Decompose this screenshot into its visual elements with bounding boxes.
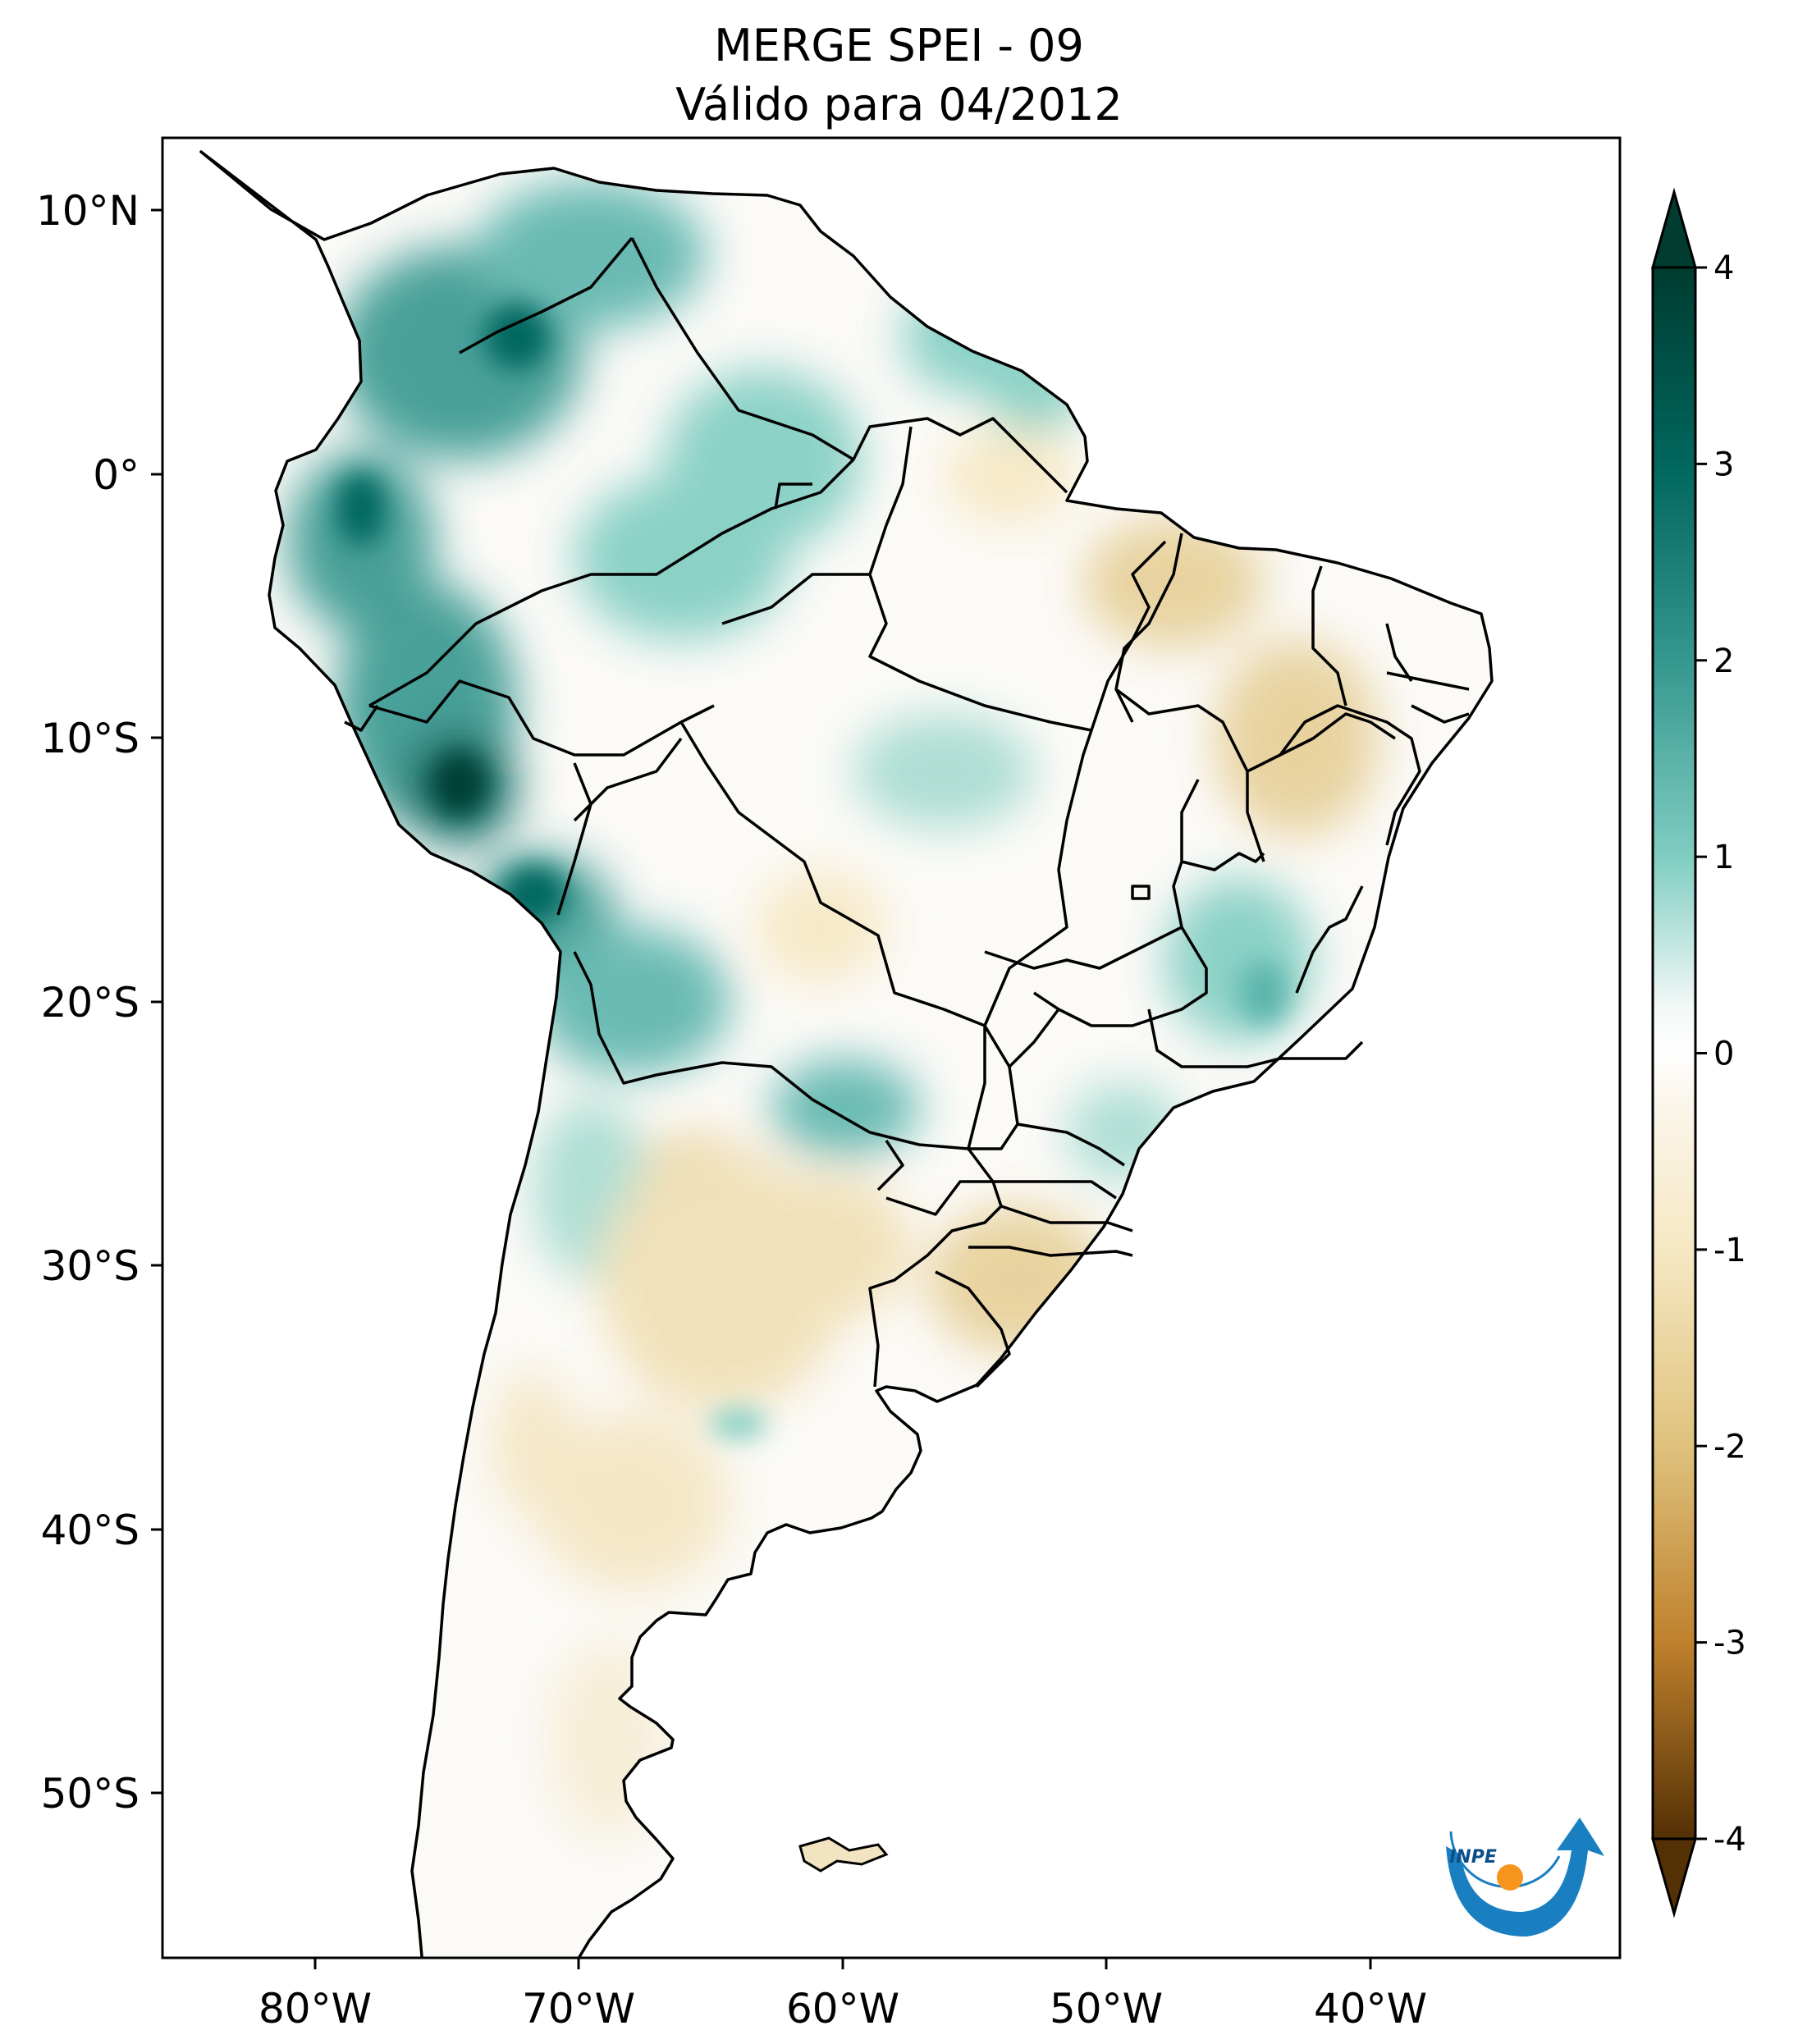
lon-label-50w: 50°W [1050,1985,1163,2033]
lat-tick-marks [151,208,162,1795]
title-line-2: Válido para 04/2012 [675,79,1123,130]
chart-title: MERGE SPEI - 09 Válido para 04/2012 [0,16,1798,135]
lat-label-20s: 20°S [41,979,140,1027]
colorbar-tick-label: 3 [1713,446,1734,483]
colorbar-ticks: 4 3 2 1 0 -1 -2 -3 -4 [1695,249,1746,1859]
lat-label-10n: 10°N [36,187,140,235]
title-line-1: MERGE SPEI - 09 [714,20,1084,71]
logo-text: INPE [1449,1847,1497,1868]
lat-label-0: 0° [93,451,140,499]
colorbar-tick-label: -2 [1713,1428,1746,1466]
spei-field [201,152,1492,1958]
inpe-logo: INPE [1446,1818,1604,1937]
colorbar-tick-label: 2 [1713,642,1734,680]
logo-dot [1497,1864,1523,1891]
colorbar-body [1653,268,1695,1839]
colorbar-tick-label: 1 [1713,839,1734,876]
lon-tick-labels: 80°W 70°W 60°W 50°W 40°W [258,1985,1427,2033]
lat-label-40s: 40°S [41,1507,140,1554]
colorbar-tick-label: -1 [1713,1232,1746,1269]
colorbar-extend-top [1651,187,1697,269]
lat-label-30s: 30°S [41,1242,140,1290]
country-borders [344,236,1470,1388]
borders [199,150,1494,1958]
colorbar-tick-label: 4 [1713,249,1734,287]
lat-tick-labels: 10°N 0° 10°S 20°S 30°S 40°S 50°S [36,187,140,1818]
lon-label-40w: 40°W [1314,1985,1427,2033]
lat-label-50s: 50°S [41,1770,140,1818]
colorbar-extend-bottom [1651,1837,1697,1918]
colorbar-tick-label: -4 [1713,1821,1746,1859]
map-frame [161,136,1622,1959]
colorbar-tick-label: 0 [1713,1036,1734,1073]
colorbar-tick-label: -3 [1713,1625,1746,1662]
lon-label-80w: 80°W [258,1985,372,2033]
logo-swoosh [1446,1818,1604,1937]
falkland-islands [798,1836,889,1873]
lon-label-70w: 70°W [522,1985,635,2033]
lat-label-10s: 10°S [41,715,140,762]
lon-tick-marks [313,1958,1372,1969]
colorbar: 4 3 2 1 0 -1 -2 -3 -4 [1651,187,1746,1918]
lon-label-60w: 60°W [786,1985,899,2033]
